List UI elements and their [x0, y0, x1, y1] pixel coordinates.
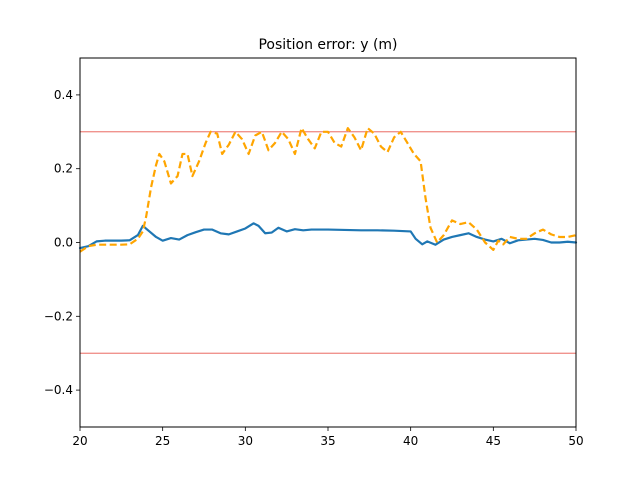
- y-tick-label: 0.4: [54, 88, 73, 102]
- y-tick-label: −0.4: [44, 383, 73, 397]
- y-tick-label: 0.0: [54, 236, 73, 250]
- x-tick-label: 40: [403, 434, 418, 448]
- y-axis-ticks: −0.4 −0.2 0.0 0.2 0.4: [44, 88, 80, 397]
- x-tick-label: 20: [72, 434, 87, 448]
- x-tick-label: 50: [568, 434, 583, 448]
- x-tick-label: 45: [486, 434, 501, 448]
- y-tick-label: −0.2: [44, 309, 73, 323]
- chart-title: Position error: y (m): [258, 37, 397, 53]
- series-layer: [78, 127, 578, 253]
- x-tick-label: 35: [320, 434, 335, 448]
- x-tick-label: 30: [238, 434, 253, 448]
- x-tick-label: 25: [155, 434, 170, 448]
- x-axis-ticks: 20 25 30 35 40 45 50: [72, 427, 584, 448]
- y-tick-label: 0.2: [54, 162, 73, 176]
- series-line-1: [79, 127, 577, 253]
